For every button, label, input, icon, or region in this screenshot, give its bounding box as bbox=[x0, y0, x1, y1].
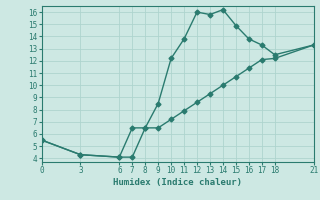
X-axis label: Humidex (Indice chaleur): Humidex (Indice chaleur) bbox=[113, 178, 242, 187]
